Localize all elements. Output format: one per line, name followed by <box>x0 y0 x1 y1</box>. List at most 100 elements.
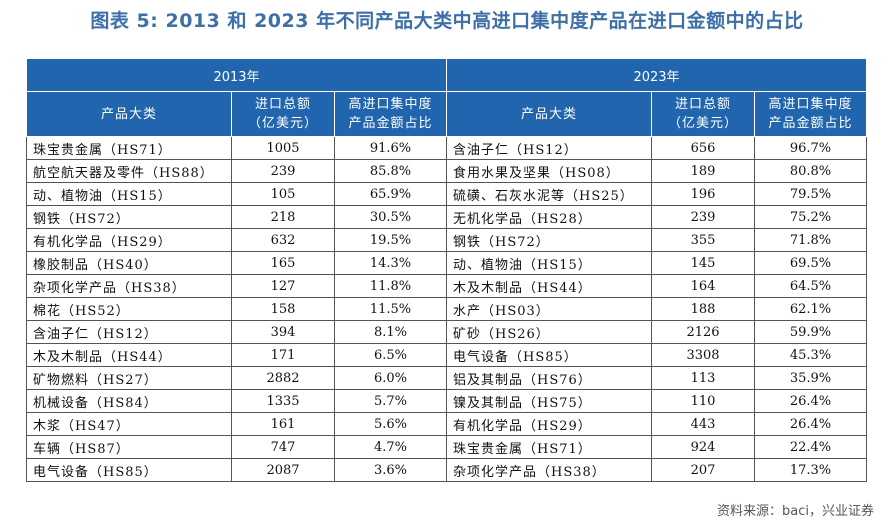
cell-share-2023: 22.4% <box>754 435 868 459</box>
cell-category-2013: 棉花（HS52） <box>26 297 232 321</box>
cell-category-2013: 杂项化学产品（HS38） <box>26 274 232 298</box>
cell-category-2023: 镍及其制品（HS75） <box>446 389 653 413</box>
cell-import-total-2023: 656 <box>651 136 756 160</box>
col-header-share-2013: 高进口集中度 产品金额占比 <box>333 91 448 137</box>
cell-category-2013: 有机化学品（HS29） <box>26 228 232 252</box>
table-body: 珠宝贵金属（HS71） 1005 91.6% 含油子仁（HS12） 656 96.7% 航空… <box>26 136 868 482</box>
cell-import-total-2023: 113 <box>651 366 756 390</box>
col-header-import-total-2023: 进口总额 （亿美元） <box>651 91 756 137</box>
table-row: 电气设备（HS85） 2087 3.6% 杂项化学产品（HS38） 207 17.3% <box>26 458 868 482</box>
cell-share-2013: 6.0% <box>333 366 448 390</box>
cell-share-2023: 45.3% <box>754 343 868 367</box>
cell-import-total-2023: 924 <box>651 435 756 459</box>
header-line: 产品金额占比 <box>348 116 433 131</box>
cell-share-2013: 14.3% <box>333 251 448 275</box>
cell-import-total-2023: 189 <box>651 159 756 183</box>
cell-import-total-2013: 105 <box>231 182 335 206</box>
header-line: 高进口集中度 <box>768 97 853 112</box>
cell-share-2023: 79.5% <box>754 182 868 206</box>
cell-category-2023: 食用水果及坚果（HS08） <box>446 159 653 183</box>
header-line: 产品金额占比 <box>768 116 853 131</box>
cell-share-2023: 75.2% <box>754 205 868 229</box>
cell-import-total-2023: 196 <box>651 182 756 206</box>
year-header-2013: 2013年 <box>25 58 448 92</box>
cell-category-2013: 珠宝贵金属（HS71） <box>26 136 232 160</box>
col-header-category-2023: 产品大类 <box>446 91 653 137</box>
year-header-2023: 2023年 <box>446 58 868 92</box>
table-row: 车辆（HS87） 747 4.7% 珠宝贵金属（HS71） 924 22.4% <box>26 435 868 459</box>
cell-import-total-2023: 2126 <box>651 320 756 344</box>
col-header-import-total-2013: 进口总额 （亿美元） <box>231 91 335 137</box>
cell-share-2013: 11.5% <box>333 297 448 321</box>
cell-category-2023: 动、植物油（HS15） <box>446 251 653 275</box>
cell-share-2023: 71.8% <box>754 228 868 252</box>
table-row: 橡胶制品（HS40） 165 14.3% 动、植物油（HS15） 145 69.5% <box>26 251 868 275</box>
cell-import-total-2013: 127 <box>231 274 335 298</box>
col-header-share-2023: 高进口集中度 产品金额占比 <box>754 91 868 137</box>
cell-import-total-2023: 239 <box>651 205 756 229</box>
cell-share-2013: 4.7% <box>333 435 448 459</box>
cell-import-total-2023: 164 <box>651 274 756 298</box>
cell-import-total-2013: 2087 <box>231 458 335 482</box>
cell-share-2013: 8.1% <box>333 320 448 344</box>
cell-share-2013: 19.5% <box>333 228 448 252</box>
cell-import-total-2013: 632 <box>231 228 335 252</box>
cell-category-2023: 木及木制品（HS44） <box>446 274 653 298</box>
cell-import-total-2013: 171 <box>231 343 335 367</box>
header-line: （亿美元） <box>668 116 739 131</box>
cell-category-2013: 橡胶制品（HS40） <box>26 251 232 275</box>
cell-category-2023: 水产（HS03） <box>446 297 653 321</box>
table-container: 2013年 2023年 产品大类 进口总额 （亿美元） 高进口集中度 产品金额占… <box>25 58 868 482</box>
cell-category-2023: 钢铁（HS72） <box>446 228 653 252</box>
cell-share-2013: 11.8% <box>333 274 448 298</box>
cell-category-2013: 机械设备（HS84） <box>26 389 232 413</box>
cell-share-2023: 62.1% <box>754 297 868 321</box>
cell-category-2023: 杂项化学产品（HS38） <box>446 458 653 482</box>
cell-import-total-2013: 394 <box>231 320 335 344</box>
cell-import-total-2023: 145 <box>651 251 756 275</box>
table-row: 木及木制品（HS44） 171 6.5% 电气设备（HS85） 3308 45.3% <box>26 343 868 367</box>
col-header-category-2013: 产品大类 <box>26 91 232 137</box>
cell-import-total-2013: 158 <box>231 297 335 321</box>
cell-category-2013: 矿物燃料（HS27） <box>26 366 232 390</box>
table-row: 有机化学品（HS29） 632 19.5% 钢铁（HS72） 355 71.8% <box>26 228 868 252</box>
cell-share-2023: 17.3% <box>754 458 868 482</box>
table-row: 含油子仁（HS12） 394 8.1% 矿砂（HS26） 2126 59.9% <box>26 320 868 344</box>
cell-import-total-2023: 3308 <box>651 343 756 367</box>
header-line: 高进口集中度 <box>348 97 433 112</box>
table-row: 杂项化学产品（HS38） 127 11.8% 木及木制品（HS44） 164 64.5% <box>26 274 868 298</box>
cell-category-2023: 含油子仁（HS12） <box>446 136 653 160</box>
cell-import-total-2023: 188 <box>651 297 756 321</box>
cell-import-total-2013: 2882 <box>231 366 335 390</box>
cell-share-2023: 64.5% <box>754 274 868 298</box>
cell-category-2023: 铝及其制品（HS76） <box>446 366 653 390</box>
cell-share-2023: 80.8% <box>754 159 868 183</box>
cell-category-2023: 硫磺、石灰水泥等（HS25） <box>446 182 653 206</box>
figure-title: 图表 5: 2013 和 2023 年不同产品大类中高进口集中度产品在进口金额中… <box>90 10 804 32</box>
cell-category-2013: 木浆（HS47） <box>26 412 232 436</box>
table-row: 航空航天器及零件（HS88） 239 85.8% 食用水果及坚果（HS08） 189 80… <box>26 159 868 183</box>
cell-import-total-2023: 355 <box>651 228 756 252</box>
cell-share-2013: 5.7% <box>333 389 448 413</box>
cell-category-2023: 电气设备（HS85） <box>446 343 653 367</box>
cell-category-2023: 矿砂（HS26） <box>446 320 653 344</box>
cell-import-total-2023: 207 <box>651 458 756 482</box>
cell-category-2013: 含油子仁（HS12） <box>26 320 232 344</box>
table-row: 珠宝贵金属（HS71） 1005 91.6% 含油子仁（HS12） 656 96.7% <box>26 136 868 160</box>
cell-category-2013: 电气设备（HS85） <box>26 458 232 482</box>
cell-share-2023: 26.4% <box>754 412 868 436</box>
header-line: 进口总额 <box>675 97 732 112</box>
cell-share-2023: 96.7% <box>754 136 868 160</box>
cell-share-2023: 35.9% <box>754 366 868 390</box>
cell-import-total-2013: 239 <box>231 159 335 183</box>
cell-share-2023: 26.4% <box>754 389 868 413</box>
header-line: （亿美元） <box>247 116 318 131</box>
cell-category-2023: 无机化学品（HS28） <box>446 205 653 229</box>
table-row: 棉花（HS52） 158 11.5% 水产（HS03） 188 62.1% <box>26 297 868 321</box>
cell-share-2013: 85.8% <box>333 159 448 183</box>
cell-share-2013: 3.6% <box>333 458 448 482</box>
cell-share-2013: 65.9% <box>333 182 448 206</box>
cell-import-total-2013: 1005 <box>231 136 335 160</box>
header-line: 进口总额 <box>254 97 311 112</box>
cell-category-2013: 车辆（HS87） <box>26 435 232 459</box>
